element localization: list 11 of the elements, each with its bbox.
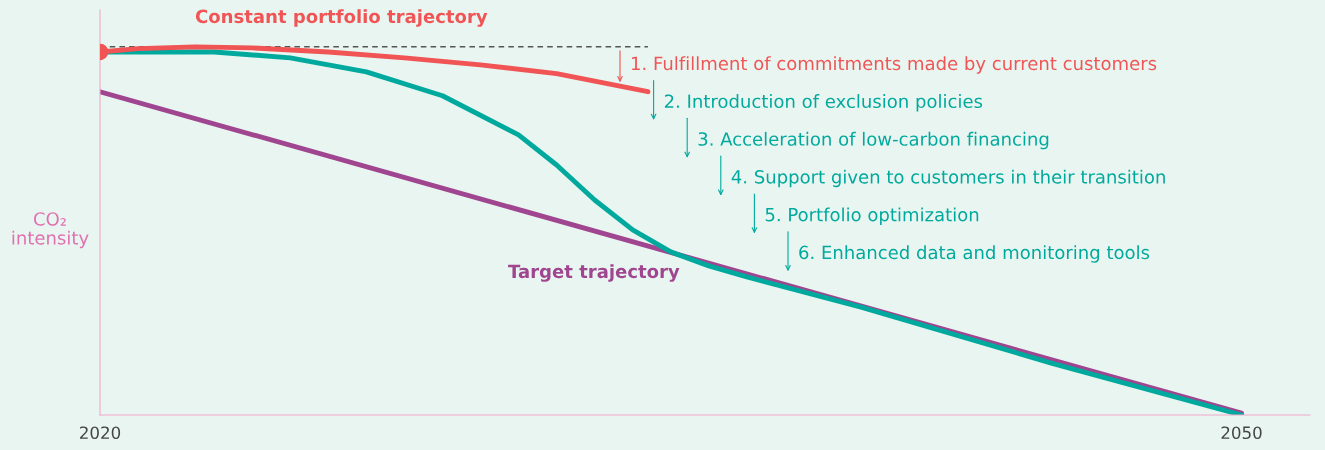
series-label: Constant portfolio trajectory: [195, 9, 488, 27]
annotation: 2. Introduction of exclusion policies: [664, 94, 983, 112]
annotation: 3. Acceleration of low-carbon financing: [698, 131, 1049, 150]
annotation: 4. Support given to customers in their transition: [731, 169, 1165, 188]
annotation: 6. Enhanced data and monitoring tools: [799, 245, 1150, 263]
x-tick-label: 2020: [80, 426, 121, 440]
x-tick-label: 2050: [1221, 426, 1262, 440]
annotation: 5. Portfolio optimization: [765, 207, 979, 225]
y-axis-title: CO₂ intensity: [12, 212, 89, 249]
annotation: 1. Fulfillment of commitments made by current customers: [631, 56, 1157, 74]
series-label: Target trajectory: [508, 264, 680, 282]
